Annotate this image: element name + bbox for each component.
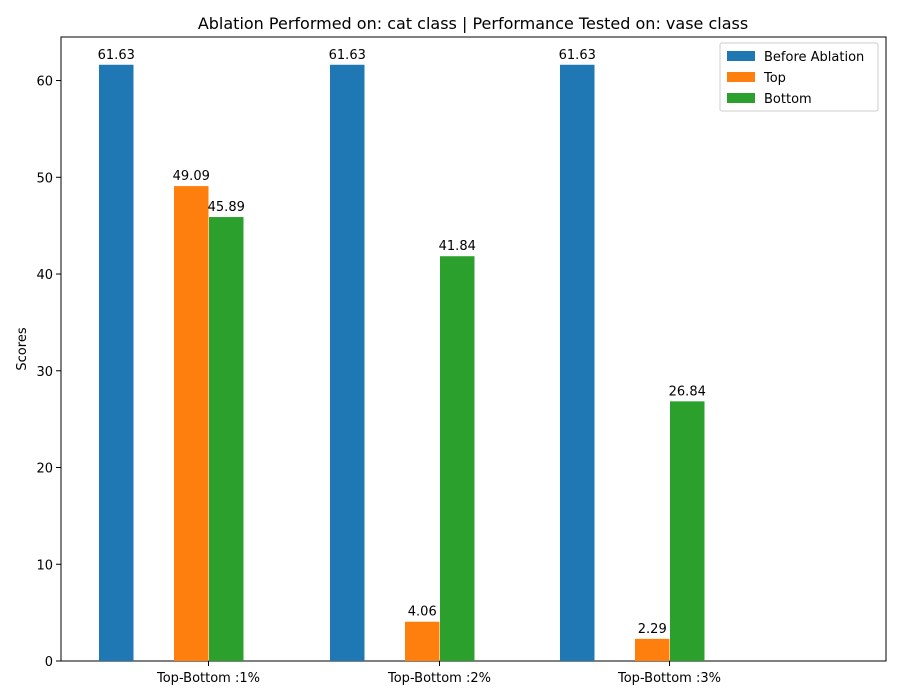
bar-bottom [440,256,475,661]
y-tick-label: 30 [36,365,53,380]
bar-value-label: 61.63 [98,48,135,63]
bar-value-label: 2.29 [638,622,667,637]
bar-value-label: 45.89 [208,200,245,215]
bar-top [174,186,209,661]
legend-label: Top [763,71,786,86]
y-tick-label: 50 [36,171,53,186]
legend-label: Before Ablation [764,50,864,65]
bar-value-label: 26.84 [669,384,706,399]
bar-value-label: 4.06 [408,605,437,620]
bar-top [635,638,670,661]
bars-group [99,64,705,662]
chart-title: Ablation Performed on: cat class | Perfo… [198,14,748,33]
y-tick-label: 20 [36,462,53,477]
bar-before-ablation [560,64,595,662]
bar-top [405,621,440,661]
bar-value-label: 41.84 [439,239,476,254]
y-axis-label: Scores [15,327,30,370]
bar-before-ablation [99,64,134,662]
bar-value-label: 49.09 [173,169,210,184]
y-tick-label: 60 [36,75,53,90]
legend-swatch [727,72,755,82]
legend-swatch [727,51,755,61]
bar-before-ablation [330,64,365,662]
y-axis: 0 10 20 30 40 50 60 [36,75,61,670]
x-axis: Top-Bottom :1% Top-Bottom :2% Top-Bottom :… [156,661,721,686]
y-tick-label: 40 [36,268,53,283]
legend-label: Bottom [764,92,812,107]
y-tick-label: 0 [45,655,53,670]
legend-swatch [727,93,755,103]
bar-bottom [209,217,244,661]
legend-box [719,42,879,112]
value-labels-group: 61.63 49.09 45.89 61.63 4.06 41.84 61.63 2.29 26… [98,48,706,637]
y-tick-label: 10 [36,558,53,573]
bar-value-label: 61.63 [559,48,596,63]
bar-value-label: 61.63 [329,48,366,63]
legend: Before Ablation Top Bottom [719,42,879,112]
x-tick-label: Top-Bottom :3% [617,671,721,686]
x-tick-label: Top-Bottom :1% [156,671,260,686]
bar-bottom [670,401,705,661]
x-tick-label: Top-Bottom :2% [387,671,491,686]
